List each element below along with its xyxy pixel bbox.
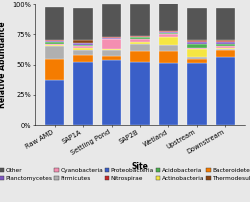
- Bar: [44, 46, 64, 59]
- Bar: [216, 48, 236, 49]
- Bar: [102, 50, 121, 56]
- Bar: [158, 45, 178, 51]
- Bar: [73, 50, 93, 55]
- Bar: [73, 46, 93, 48]
- Bar: [216, 50, 236, 57]
- Bar: [73, 48, 93, 50]
- Bar: [187, 41, 207, 42]
- Bar: [102, 37, 121, 38]
- Bar: [158, 34, 178, 37]
- Bar: [130, 4, 150, 36]
- Bar: [187, 63, 207, 125]
- Bar: [73, 8, 93, 40]
- Bar: [44, 80, 64, 125]
- Bar: [187, 44, 207, 48]
- Bar: [158, 32, 178, 33]
- Bar: [187, 8, 207, 40]
- Bar: [44, 7, 64, 40]
- Bar: [158, 51, 178, 63]
- Bar: [102, 38, 121, 39]
- Bar: [187, 49, 207, 57]
- Bar: [158, 2, 178, 31]
- Bar: [158, 37, 178, 45]
- Bar: [187, 59, 207, 63]
- Bar: [130, 39, 150, 42]
- X-axis label: Site: Site: [132, 162, 148, 170]
- Bar: [187, 57, 207, 59]
- Bar: [216, 42, 236, 44]
- Bar: [216, 40, 236, 41]
- Bar: [73, 43, 93, 45]
- Bar: [102, 49, 121, 50]
- Bar: [130, 51, 150, 62]
- Bar: [187, 40, 207, 41]
- Bar: [73, 40, 93, 43]
- Bar: [102, 39, 121, 49]
- Bar: [44, 40, 64, 41]
- Bar: [44, 41, 64, 42]
- Bar: [216, 41, 236, 42]
- Bar: [216, 49, 236, 50]
- Bar: [216, 8, 236, 40]
- Bar: [44, 42, 64, 44]
- Bar: [187, 48, 207, 49]
- Bar: [73, 55, 93, 62]
- Bar: [130, 42, 150, 44]
- Bar: [73, 45, 93, 46]
- Bar: [44, 59, 64, 80]
- Bar: [158, 31, 178, 32]
- Bar: [158, 63, 178, 125]
- Bar: [216, 44, 236, 46]
- Bar: [102, 56, 121, 60]
- Bar: [158, 33, 178, 34]
- Bar: [216, 46, 236, 48]
- Legend: Other, Planctomycetes, Cyanobacteria, Firmicutes, Proteobacteria, Nitrospirae, A: Other, Planctomycetes, Cyanobacteria, Fi…: [0, 167, 250, 181]
- Bar: [130, 37, 150, 39]
- Bar: [73, 62, 93, 125]
- Bar: [102, 4, 121, 37]
- Bar: [130, 44, 150, 51]
- Bar: [130, 36, 150, 37]
- Bar: [216, 57, 236, 125]
- Bar: [102, 60, 121, 125]
- Bar: [44, 44, 64, 45]
- Bar: [44, 45, 64, 46]
- Y-axis label: Relative Abundance: Relative Abundance: [0, 21, 7, 108]
- Bar: [187, 42, 207, 44]
- Bar: [130, 62, 150, 125]
